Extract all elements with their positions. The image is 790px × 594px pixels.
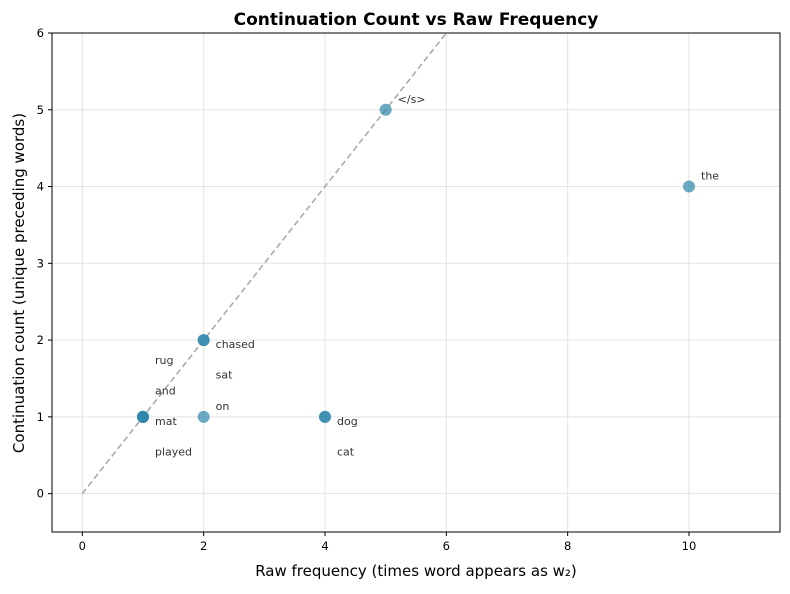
point-label: the [701, 170, 719, 183]
x-tick-label: 0 [79, 539, 86, 553]
point-label: sat [216, 369, 233, 382]
data-point [197, 410, 210, 423]
data-point [319, 410, 331, 423]
points [137, 103, 695, 423]
point-label: cat [337, 445, 355, 458]
data-point [379, 103, 392, 116]
point-label: mat [155, 415, 177, 428]
y-axis-label: Continuation count (unique preceding wor… [10, 113, 28, 453]
y-tick-label: 1 [37, 410, 44, 424]
y-tick-label: 5 [37, 103, 44, 117]
point-label: dog [337, 415, 358, 428]
x-tick-label: 2 [200, 539, 207, 553]
x-axis-label: Raw frequency (times word appears as w₂) [255, 562, 577, 580]
x-ticks: 0 2 4 6 8 10 [79, 532, 697, 553]
y-tick-label: 2 [37, 333, 44, 347]
y-tick-label: 3 [37, 256, 44, 270]
x-tick-label: 8 [564, 539, 571, 553]
y-ticks: 0 1 2 3 4 5 6 [37, 26, 52, 501]
x-tick-label: 4 [321, 539, 328, 553]
x-tick-label: 6 [443, 539, 450, 553]
y-tick-label: 0 [37, 487, 44, 501]
point-label: rug [155, 354, 173, 367]
point-label: played [155, 445, 192, 458]
data-point [683, 180, 695, 193]
point-label: and [155, 384, 176, 397]
y-tick-label: 6 [37, 26, 44, 40]
x-tick-label: 10 [682, 539, 697, 553]
point-labels: rug and mat played chased sat on dog cat </s> the [155, 93, 719, 459]
point-label: </s> [398, 93, 426, 106]
point-label: chased [216, 338, 255, 351]
plot-frame [51, 32, 781, 533]
data-point [137, 410, 149, 423]
data-point [197, 334, 210, 347]
point-label: on [216, 400, 230, 413]
y-tick-label: 4 [37, 180, 44, 194]
chart-title: Continuation Count vs Raw Frequency [234, 10, 599, 30]
